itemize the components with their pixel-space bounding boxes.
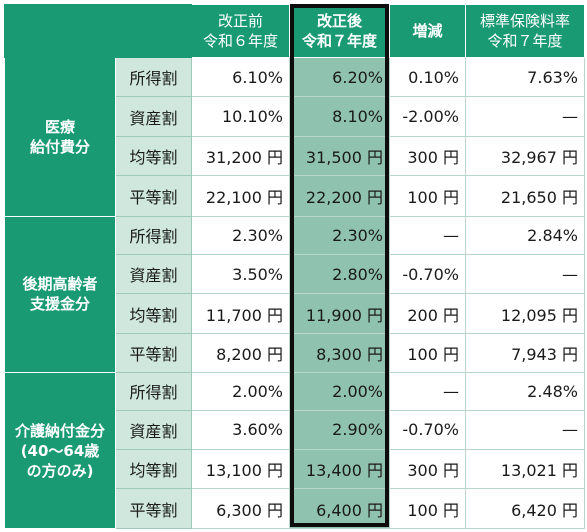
change-value: 300 円 <box>389 135 466 177</box>
group-label-line: (40～64歳 <box>20 441 100 460</box>
before-value: 2.00% <box>191 372 290 411</box>
standard-value: 21,650 円 <box>465 175 585 217</box>
after-value: 8.10% <box>289 96 390 137</box>
table-row: 平等割 22,100 円 22,200 円 100 円 21,650 円 <box>5 175 585 217</box>
table-row: 均等割 11,700 円 11,900 円 200 円 12,095 円 <box>5 293 585 334</box>
standard-value: 7.63% <box>465 56 585 98</box>
after-value: 2.90% <box>289 409 390 451</box>
before-value: 6.10% <box>191 56 290 98</box>
group-label-line: の方のみ) <box>26 461 94 480</box>
before-value: 22,100 円 <box>191 175 290 217</box>
after-value: 11,900 円 <box>289 293 390 334</box>
header-blank <box>4 4 192 58</box>
group-label: 介護納付金分 (40～64歳 の方のみ) <box>4 372 116 529</box>
after-value: 8,300 円 <box>289 332 390 374</box>
group-label: 医療 給付費分 <box>4 57 116 217</box>
table-row: 均等割 13,100 円 13,400 円 300 円 13,021 円 <box>5 449 585 490</box>
header-after-title: 改正後 <box>316 12 362 30</box>
before-value: 13,100 円 <box>191 449 290 490</box>
insurance-rate-table: 改正前 令和６年度 改正後 令和７年度 増減 標準保険料率 令和７年度 医療 給付… <box>4 4 585 529</box>
standard-value: 12,095 円 <box>465 293 585 334</box>
after-value: 13,400 円 <box>289 449 390 490</box>
table-row: 平等割 8,200 円 8,300 円 100 円 7,943 円 <box>5 332 585 374</box>
item-label: 所得割 <box>115 56 192 98</box>
standard-value: 32,967 円 <box>465 135 585 177</box>
standard-value: 7,943 円 <box>465 332 585 374</box>
change-value: 100 円 <box>389 488 466 529</box>
group-label-line: 医療 <box>44 117 75 136</box>
after-value: 6.20% <box>289 56 390 98</box>
header-row: 改正前 令和６年度 改正後 令和７年度 増減 標準保険料率 令和７年度 <box>4 4 585 58</box>
after-value: 31,500 円 <box>289 135 390 177</box>
header-change-label: 増減 <box>412 22 443 40</box>
header-standard-title: 標準保険料率 <box>479 12 570 30</box>
standard-value: 13,021 円 <box>465 449 585 490</box>
item-label: 平等割 <box>115 332 192 374</box>
standard-value: — <box>465 409 585 451</box>
item-label: 所得割 <box>115 215 192 256</box>
header-before-title: 改正前 <box>217 12 263 30</box>
after-value: 22,200 円 <box>289 175 390 217</box>
before-value: 6,300 円 <box>191 488 290 529</box>
table-row: 資産割 3.60% 2.90% -0.70% — <box>5 409 585 451</box>
table-row: 後期高齢者 支援金分 所得割 2.30% 2.30% —2.84% <box>4 215 585 374</box>
header-before: 改正前 令和６年度 <box>191 4 290 58</box>
change-value: 100 円 <box>389 175 466 217</box>
table-body: 医療 給付費分 所得割 6.10% 6.20% 0.10% 7.63% 資産割 10.10% 8.… <box>4 56 585 529</box>
item-label: 平等割 <box>115 175 192 217</box>
before-value: 31,200 円 <box>191 135 290 177</box>
change-value: — <box>389 215 466 256</box>
item-label: 資産割 <box>115 409 192 451</box>
standard-value: 2.48% <box>465 372 585 411</box>
change-value: — <box>389 372 466 411</box>
standard-value: 6,420 円 <box>465 488 585 529</box>
change-value: 200 円 <box>389 293 466 334</box>
item-label: 資産割 <box>115 96 192 137</box>
group-label-line: 給付費分 <box>29 137 90 156</box>
item-label: 平等割 <box>115 488 192 529</box>
header-before-year: 令和６年度 <box>202 32 278 50</box>
item-label: 均等割 <box>115 449 192 490</box>
before-value: 3.60% <box>191 409 290 451</box>
header-standard: 標準保険料率 令和７年度 <box>465 4 585 58</box>
after-value: 6,400 円 <box>289 488 390 529</box>
before-value: 8,200 円 <box>191 332 290 374</box>
standard-value: — <box>465 254 585 295</box>
change-value: -0.70% <box>389 254 466 295</box>
header-change: 増減 <box>389 4 466 58</box>
group-label-line: 支援金分 <box>29 295 90 314</box>
table-row: 介護納付金分 (40～64歳 の方のみ) 所得割 2.00% 2.00% —2.48% <box>4 372 585 529</box>
after-value: 2.80% <box>289 254 390 295</box>
standard-value: 2.84% <box>465 215 585 256</box>
item-label: 資産割 <box>115 254 192 295</box>
standard-value: — <box>465 96 585 137</box>
table-row: 資産割 3.50% 2.80% -0.70% — <box>5 254 585 295</box>
after-value: 2.00% <box>289 372 390 411</box>
after-value: 2.30% <box>289 215 390 256</box>
change-value: 100 円 <box>389 332 466 374</box>
table-row: 資産割 10.10% 8.10% -2.00% — <box>5 96 585 137</box>
item-label: 所得割 <box>115 372 192 411</box>
table-row: 医療 給付費分 所得割 6.10% 6.20% 0.10% 7.63% <box>4 56 585 217</box>
table-row: 平等割 6,300 円 6,400 円 100 円 6,420 円 <box>5 488 585 529</box>
group-label-line: 後期高齢者 <box>22 275 98 294</box>
before-value: 2.30% <box>191 215 290 256</box>
change-value: -0.70% <box>389 409 466 451</box>
item-label: 均等割 <box>115 293 192 334</box>
group-label: 後期高齢者 支援金分 <box>4 215 116 374</box>
header-after-year: 令和７年度 <box>301 32 377 50</box>
before-value: 11,700 円 <box>191 293 290 334</box>
change-value: -2.00% <box>389 96 466 137</box>
change-value: 300 円 <box>389 449 466 490</box>
group-label-line: 介護納付金分 <box>14 421 105 440</box>
header-after: 改正後 令和７年度 <box>289 4 390 58</box>
item-label: 均等割 <box>115 135 192 177</box>
before-value: 3.50% <box>191 254 290 295</box>
table-row: 均等割 31,200 円 31,500 円 300 円 32,967 円 <box>5 135 585 177</box>
header-standard-year: 令和７年度 <box>487 32 563 50</box>
change-value: 0.10% <box>389 56 466 98</box>
before-value: 10.10% <box>191 96 290 137</box>
